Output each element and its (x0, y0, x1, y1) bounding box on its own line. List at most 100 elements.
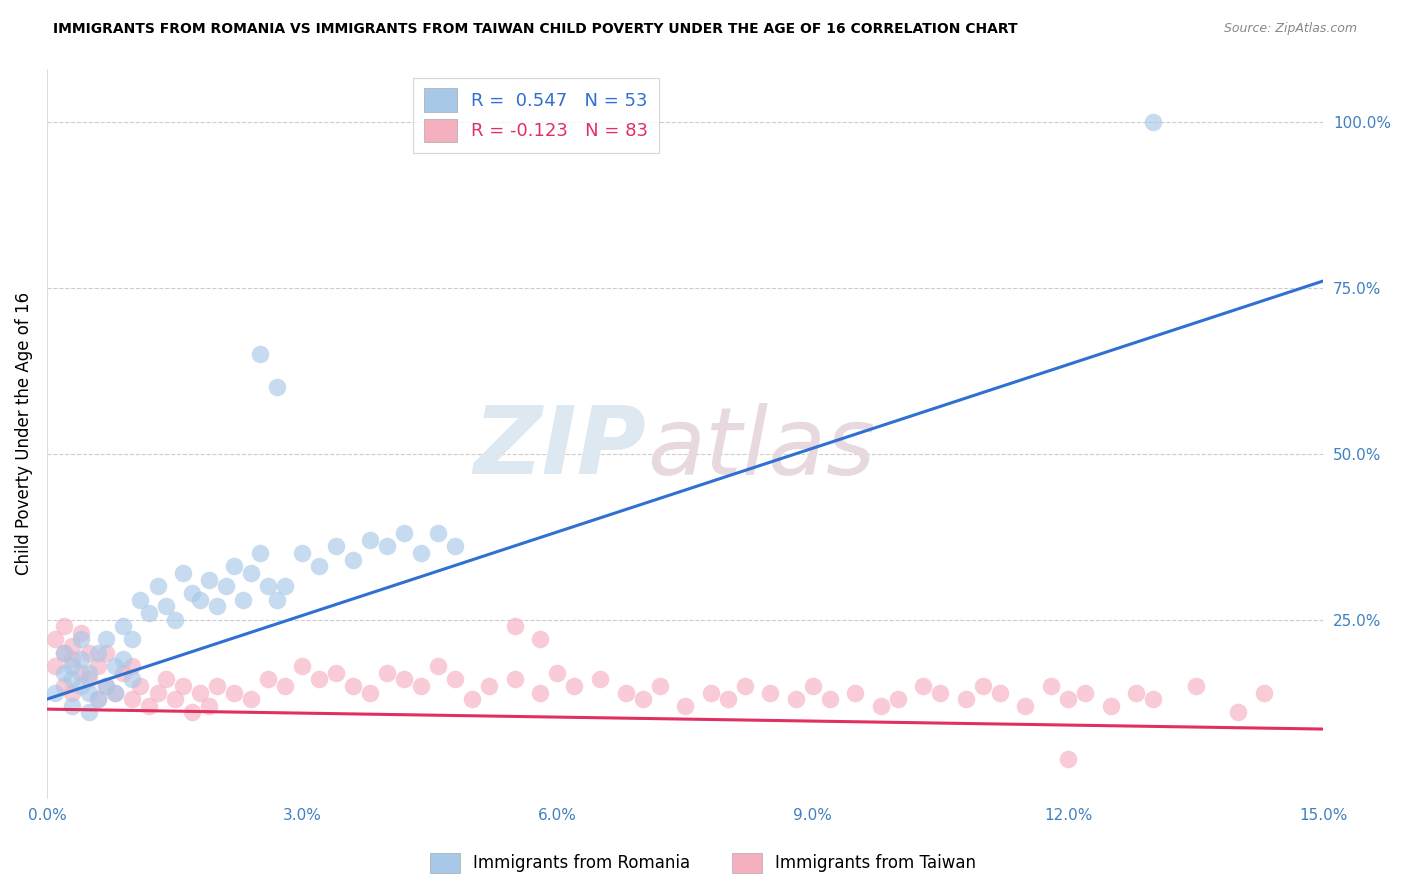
Point (342, 679, 364, 693)
Point (62, 698, 84, 713)
Legend: R =  0.547   N = 53, R = -0.123   N = 83: R = 0.547 N = 53, R = -0.123 N = 83 (413, 78, 659, 153)
Point (79, 665, 101, 680)
Point (62, 685, 84, 699)
Point (929, 685, 952, 699)
Point (121, 659, 143, 673)
Point (648, 679, 671, 693)
Point (444, 540, 467, 554)
Point (274, 579, 297, 593)
Point (87, 646, 110, 660)
Point (478, 679, 501, 693)
Point (205, 679, 228, 693)
Point (155, 673, 177, 687)
Point (112, 665, 135, 680)
Point (52, 665, 75, 680)
Text: atlas: atlas (647, 403, 875, 494)
Point (375, 540, 398, 554)
Point (222, 685, 245, 699)
Point (121, 673, 143, 687)
Point (240, 692, 263, 706)
Point (52, 619, 75, 633)
Point (801, 679, 824, 693)
Point (197, 573, 219, 587)
Point (96, 646, 118, 660)
Point (988, 685, 1011, 699)
Point (461, 692, 484, 706)
Point (1227, 706, 1250, 720)
Point (44, 685, 66, 699)
Point (1099, 698, 1122, 713)
Point (325, 665, 347, 680)
Point (359, 533, 381, 547)
Point (146, 579, 169, 593)
Point (121, 632, 143, 647)
Point (274, 679, 297, 693)
Point (1057, 752, 1080, 766)
Point (614, 685, 637, 699)
Point (375, 665, 398, 680)
Point (291, 659, 314, 673)
Point (44, 632, 66, 647)
Point (734, 679, 756, 693)
Point (427, 526, 450, 541)
Point (79, 673, 101, 687)
Point (52, 646, 75, 660)
Point (163, 692, 186, 706)
Point (291, 546, 314, 560)
Point (717, 692, 740, 706)
Point (308, 673, 330, 687)
Point (240, 566, 263, 580)
Point (1057, 692, 1080, 706)
Point (427, 659, 450, 673)
Point (129, 679, 152, 693)
Point (62, 652, 84, 666)
Point (342, 553, 364, 567)
Point (249, 546, 271, 560)
Point (529, 685, 551, 699)
Y-axis label: Child Poverty Under the Age of 16: Child Poverty Under the Age of 16 (15, 292, 32, 575)
Point (222, 559, 245, 574)
Point (163, 613, 186, 627)
Point (172, 566, 194, 580)
Point (96, 679, 118, 693)
Point (87, 659, 110, 673)
Point (146, 685, 169, 699)
Point (188, 685, 211, 699)
Point (257, 579, 280, 593)
Point (172, 679, 194, 693)
Point (79, 685, 101, 699)
Point (972, 679, 994, 693)
Point (699, 685, 721, 699)
Point (70, 679, 93, 693)
Point (70, 632, 93, 647)
Point (129, 592, 152, 607)
Point (785, 692, 807, 706)
Point (444, 673, 467, 687)
Point (266, 592, 288, 607)
Point (503, 619, 526, 633)
Point (308, 559, 330, 574)
Point (411, 679, 433, 693)
Point (844, 685, 866, 699)
Point (155, 599, 177, 614)
Point (1074, 685, 1097, 699)
Point (70, 625, 93, 640)
Point (818, 692, 841, 706)
Point (96, 632, 118, 647)
Point (121, 692, 143, 706)
Point (1142, 692, 1164, 706)
Point (887, 692, 910, 706)
Point (1125, 685, 1147, 699)
Point (869, 698, 891, 713)
Point (1253, 685, 1275, 699)
Point (70, 652, 93, 666)
Point (180, 706, 202, 720)
Point (394, 673, 416, 687)
Point (266, 380, 288, 394)
Point (79, 646, 101, 660)
Point (112, 652, 135, 666)
Point (138, 606, 160, 620)
Point (197, 698, 219, 713)
Point (62, 673, 84, 687)
Point (70, 665, 93, 680)
